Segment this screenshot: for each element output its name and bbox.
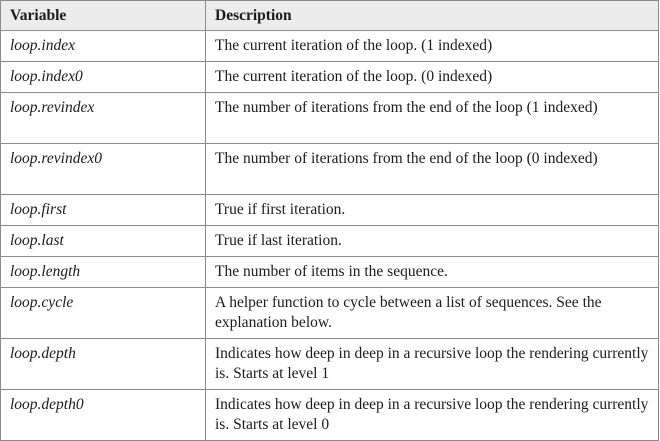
table-row: loop.index0 The current iteration of the… [0, 61, 659, 93]
table-row: loop.first True if first iteration. [0, 194, 659, 226]
variable-cell: loop.last [0, 225, 206, 257]
description-cell: The number of iterations from the end of… [205, 92, 659, 144]
table-row: loop.revindex The number of iterations f… [0, 92, 659, 144]
description-cell: The number of items in the sequence. [205, 256, 659, 288]
header-row: Variable Description [0, 0, 659, 31]
table-row: loop.depth0 Indicates how deep in deep i… [0, 389, 659, 441]
table-row: loop.index The current iteration of the … [0, 30, 659, 62]
variable-cell: loop.depth [0, 338, 206, 390]
column-header-description: Description [205, 0, 659, 31]
variable-cell: loop.revindex0 [0, 143, 206, 195]
column-header-variable: Variable [0, 0, 206, 31]
variable-cell: loop.revindex [0, 92, 206, 144]
table-row: loop.last True if last iteration. [0, 225, 659, 257]
description-cell: A helper function to cycle between a lis… [205, 287, 659, 339]
variable-cell: loop.index [0, 30, 206, 62]
variable-cell: loop.length [0, 256, 206, 288]
description-cell: Indicates how deep in deep in a recursiv… [205, 389, 659, 441]
description-cell: The current iteration of the loop. (1 in… [205, 30, 659, 62]
description-cell: The number of iterations from the end of… [205, 143, 659, 195]
variable-cell: loop.depth0 [0, 389, 206, 441]
description-cell: Indicates how deep in deep in a recursiv… [205, 338, 659, 390]
variable-cell: loop.cycle [0, 287, 206, 339]
description-cell: True if last iteration. [205, 225, 659, 257]
table-row: loop.revindex0 The number of iterations … [0, 143, 659, 195]
description-cell: True if first iteration. [205, 194, 659, 226]
table-row: loop.depth Indicates how deep in deep in… [0, 338, 659, 390]
table-row: loop.length The number of items in the s… [0, 256, 659, 288]
description-cell: The current iteration of the loop. (0 in… [205, 61, 659, 93]
variable-cell: loop.first [0, 194, 206, 226]
table-row: loop.cycle A helper function to cycle be… [0, 287, 659, 339]
variable-cell: loop.index0 [0, 61, 206, 93]
